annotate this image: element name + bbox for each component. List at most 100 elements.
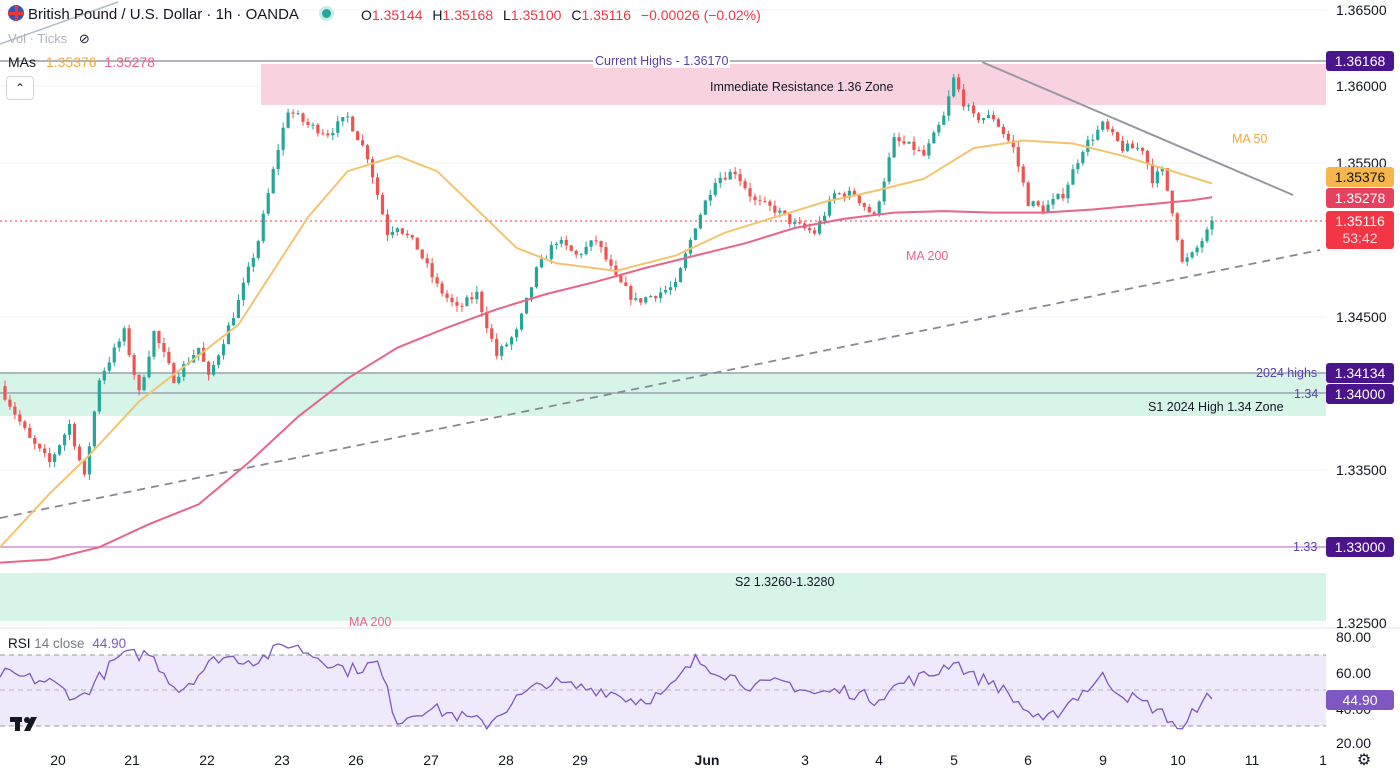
candle-up (92, 411, 96, 447)
candle-up (331, 132, 335, 136)
support-zone-s1 (0, 373, 1326, 416)
current-highs-label[interactable]: Current Highs - 1.36170 (593, 54, 731, 68)
candle-up (644, 297, 648, 303)
candle-up (688, 239, 693, 254)
candle-up (395, 228, 399, 232)
candle-up (1081, 151, 1085, 164)
support-zone-s2 (0, 573, 1326, 621)
settings-gear-icon[interactable]: ⚙ (1356, 752, 1372, 769)
s1-zone-label[interactable]: S1 2024 High 1.34 Zone (1148, 400, 1284, 414)
candle-up (251, 257, 255, 267)
candle-down (370, 159, 375, 178)
candle-down (137, 374, 141, 391)
candle-up (942, 115, 946, 125)
candle-down (172, 363, 176, 383)
rsi-legend[interactable]: RSI 14 close 44.90 (8, 636, 126, 651)
candle-down (996, 119, 1001, 127)
time-tick: 20 (50, 752, 66, 768)
ma50-price-badge: 1.35376 (1326, 167, 1394, 187)
s2-zone-label[interactable]: S2 1.3260-1.3280 (735, 575, 835, 589)
collapse-legend-button[interactable]: ⌃ (6, 76, 34, 100)
time-tick: 5 (950, 752, 958, 768)
candle-down (8, 399, 12, 407)
candle-up (822, 215, 827, 222)
candle-down (654, 296, 658, 299)
candle-up (698, 214, 702, 229)
candle-up (554, 243, 558, 246)
candle-up (117, 341, 121, 348)
level-134-label[interactable]: 1.34 (1294, 387, 1319, 401)
candle-down (842, 193, 847, 198)
candle-down (609, 259, 613, 266)
candle-up (231, 318, 236, 326)
candle-down (1150, 164, 1154, 184)
candle-up (142, 377, 146, 391)
open-value: 1.35144 (371, 7, 423, 23)
candle-up (693, 228, 698, 240)
level-133-badge: 1.33000 (1326, 537, 1394, 557)
candle-down (1021, 166, 1025, 183)
candle-up (67, 423, 72, 435)
candle-up (336, 121, 340, 133)
candle-down (480, 291, 484, 313)
candle-down (872, 212, 876, 215)
candle-down (1175, 213, 1179, 240)
candle-up (937, 124, 941, 133)
candle-down (574, 250, 578, 255)
candle-up (271, 169, 275, 194)
candle-down (380, 194, 385, 215)
grid-lines (0, 9, 1326, 625)
candle-down (783, 210, 787, 215)
ma200-annotation-bottom: MA 200 (349, 615, 392, 629)
candle-down (415, 237, 419, 250)
price-tick: 1.34500 (1336, 309, 1387, 325)
symbol-title[interactable]: British Pound / U.S. Dollar · 1h · OANDA (8, 5, 343, 23)
candle-up (728, 171, 732, 180)
candle-up (1066, 184, 1070, 199)
candle-up (1071, 169, 1075, 185)
descending-trendline[interactable] (981, 61, 1294, 196)
level-133-label[interactable]: 1.33 (1293, 540, 1318, 554)
candle-up (152, 331, 156, 357)
candle-down (971, 105, 976, 114)
candle-up (286, 112, 290, 128)
resistance-zone-label[interactable]: Immediate Resistance 1.36 Zone (710, 80, 894, 94)
high-price-badge: 1.36168 (1326, 51, 1394, 71)
low-value: 1.35100 (510, 7, 562, 23)
candle-up (579, 254, 583, 256)
candle-up (683, 253, 688, 269)
eye-hidden-icon[interactable]: ⊘ (78, 31, 90, 46)
candle-down (72, 423, 77, 447)
candle-down (1106, 121, 1110, 130)
candle-down (365, 145, 370, 160)
candle-down (1116, 132, 1120, 141)
ascending-trendline[interactable] (0, 249, 1321, 519)
candle-down (167, 351, 171, 364)
candle-up (907, 141, 911, 144)
candle-down (1061, 193, 1065, 199)
candle-up (510, 337, 514, 345)
candle-down (1145, 150, 1150, 165)
candle-down (1006, 134, 1010, 141)
candle-up (817, 221, 822, 234)
mas-legend[interactable]: MAs 1.35376 1.35278 (8, 54, 155, 70)
candle-down (788, 214, 792, 224)
candle-down (1165, 168, 1169, 191)
candle-down (13, 406, 17, 415)
candle-up (713, 183, 717, 195)
price-tick: 1.33500 (1336, 462, 1387, 478)
rsi-label: RSI (8, 636, 31, 651)
highs-2024-label[interactable]: 2024 highs (1256, 366, 1318, 380)
volume-indicator[interactable]: Vol · Ticks ⊘ (8, 31, 90, 47)
candle-up (952, 77, 956, 97)
candle-down (1001, 126, 1005, 135)
candle-up (261, 213, 265, 242)
market-status-icon (322, 9, 332, 18)
candle-up (505, 344, 509, 347)
candle-down (375, 177, 380, 195)
candle-down (385, 214, 390, 236)
ma200-annotation: MA 200 (906, 249, 949, 263)
candle-up (256, 241, 260, 258)
candle-down (361, 140, 365, 146)
